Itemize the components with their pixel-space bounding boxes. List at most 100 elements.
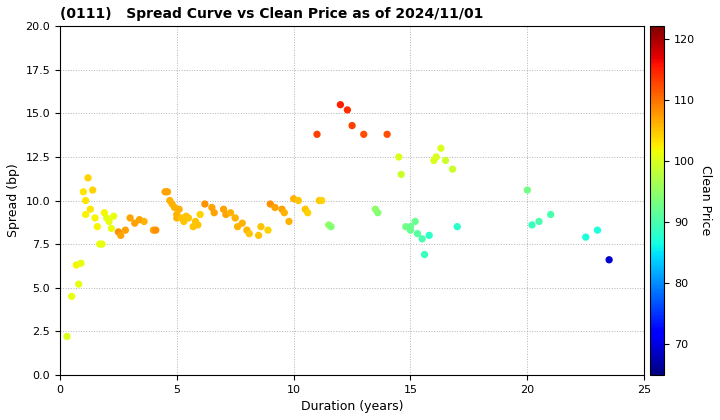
Point [162,189,174,195]
Point [405,227,416,234]
Point [323,222,335,228]
Point [416,236,428,242]
Point [134,216,145,223]
Point [232,223,243,230]
Point [292,197,304,204]
Point [101,215,112,221]
Text: (0111)   Spread Curve vs Clean Price as of 2024/11/01: (0111) Spread Curve vs Clean Price as of… [60,7,483,21]
Point [91,223,103,230]
Point [99,209,110,216]
Point [94,241,105,247]
Point [545,211,557,218]
Point [115,232,127,239]
Point [194,211,206,218]
Point [302,209,313,216]
Point [183,215,194,221]
Point [80,197,91,204]
Point [335,101,346,108]
Point [288,195,300,202]
Point [206,204,217,211]
Point [199,201,211,207]
Point [192,222,204,228]
Point [534,218,545,225]
Point [440,157,451,164]
Point [181,213,192,220]
Point [106,225,117,232]
Point [314,197,325,204]
Point [89,215,101,221]
Point [187,223,199,230]
Point [393,154,405,160]
Point [241,227,253,234]
Point [276,206,288,213]
Point [159,189,171,195]
Point [428,157,440,164]
Point [82,175,94,181]
Point [358,131,369,138]
Point [174,206,185,213]
Point [225,209,236,216]
Point [209,209,220,216]
Point [166,201,178,207]
Point [311,131,323,138]
Point [447,166,459,173]
Point [580,234,592,241]
Point [269,204,281,211]
Point [405,223,416,230]
Point [255,223,266,230]
Point [423,232,435,239]
Point [342,107,354,113]
Point [592,227,603,234]
Point [372,209,384,216]
Point [316,197,328,204]
Point [325,223,337,230]
Point [164,197,176,204]
Point [412,230,423,237]
Point [410,218,421,225]
Point [400,223,412,230]
Point [84,206,96,213]
Point [283,218,294,225]
Point [71,262,82,268]
Point [369,206,381,213]
Point [230,215,241,221]
Point [80,211,91,218]
Point [382,131,393,138]
Point [220,211,232,218]
Point [419,251,431,258]
Point [120,227,131,234]
Point [171,211,183,218]
Point [171,215,183,221]
Point [253,232,264,239]
Point [300,206,311,213]
Point [150,227,161,234]
Point [346,122,358,129]
Point [78,189,89,195]
Point [66,293,78,300]
Point [108,213,120,220]
Point [431,154,442,160]
Point [264,201,276,207]
Point [243,230,255,237]
Point [61,333,73,340]
Point [73,281,84,288]
Point [148,227,159,234]
Point [395,171,407,178]
Point [521,187,533,194]
Point [129,220,140,226]
Point [168,204,180,211]
Point [103,218,114,225]
Point [262,227,274,234]
Point [451,223,463,230]
Point [279,209,290,216]
Point [603,257,615,263]
Point [76,260,87,267]
Point [217,206,229,213]
Point [526,222,538,228]
Point [138,218,150,225]
Y-axis label: Spread (bp): Spread (bp) [7,164,20,237]
Point [87,187,99,194]
Point [178,218,189,225]
Point [176,215,187,221]
Point [96,241,108,247]
